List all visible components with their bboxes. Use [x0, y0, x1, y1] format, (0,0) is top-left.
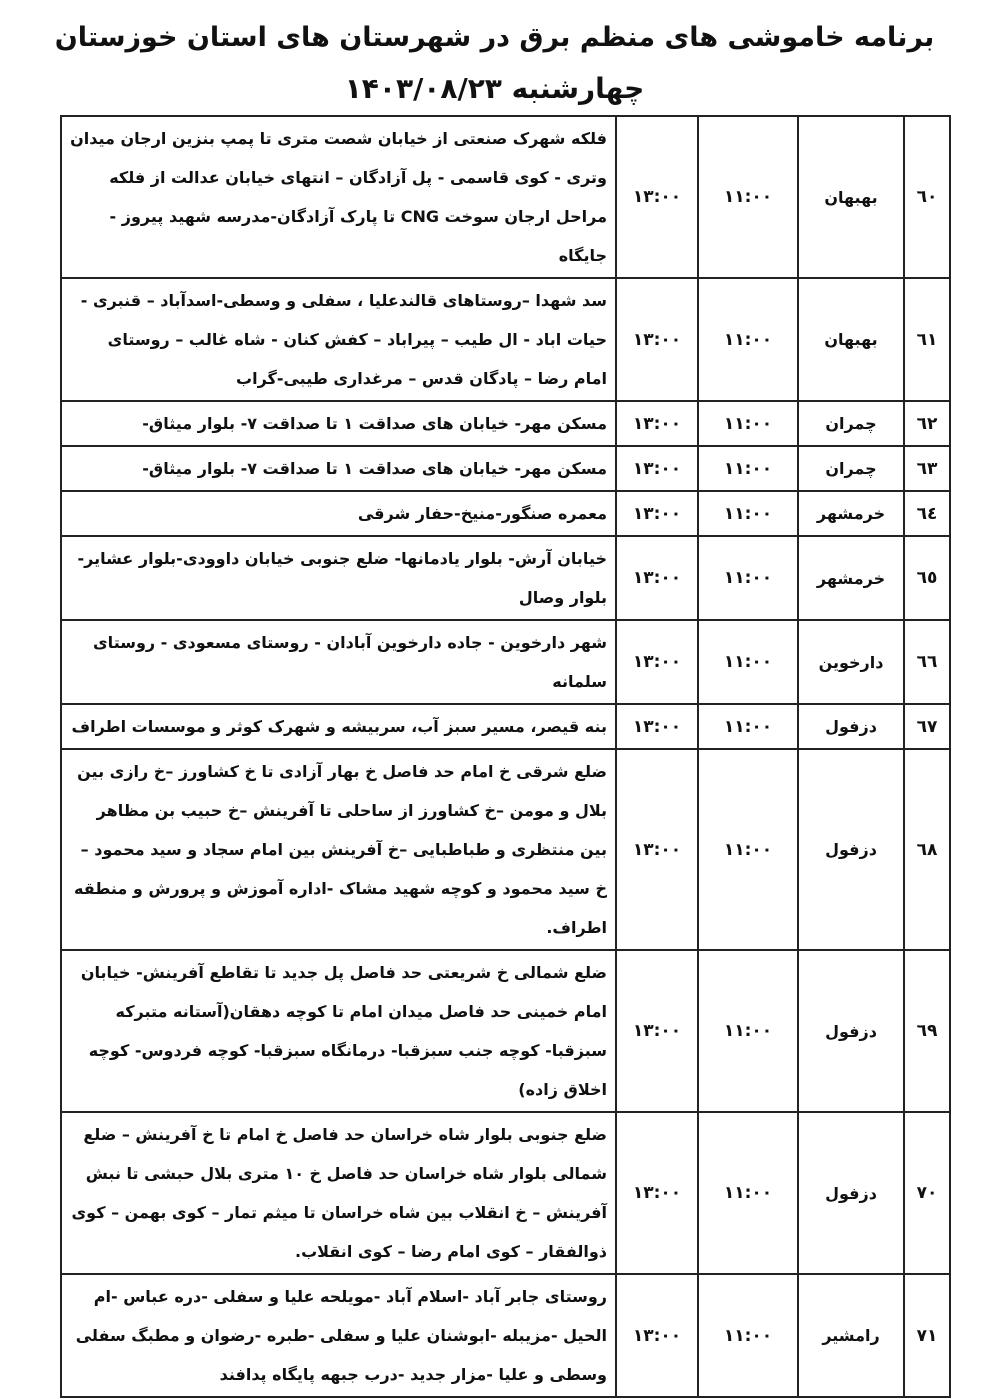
document-title: برنامه خاموشی های منظم برق در شهرستان ها… [54, 22, 935, 53]
city-name: دزفول [797, 703, 905, 750]
row-number: ٦٤ [903, 490, 951, 537]
document-date: چهارشنبه ۱۴۰۳/۰۸/۲۳ [344, 72, 645, 105]
outage-schedule-table: ٦٠ بهبهان ۱۱:۰۰ ۱۳:۰۰ فلکه شهرک صنعتی از خیا… [60, 115, 951, 1398]
row-number: ٦٣ [903, 445, 951, 492]
end-time: ۱۳:۰۰ [615, 535, 699, 621]
end-time: ۱۳:۰۰ [615, 445, 699, 492]
start-time: ۱۱:۰۰ [697, 535, 799, 621]
city-name: دزفول [797, 949, 905, 1113]
start-time: ۱۱:۰۰ [697, 949, 799, 1113]
row-number: ٧١ [903, 1273, 951, 1398]
city-name: خرمشهر [797, 490, 905, 537]
affected-areas: معمره صنگور-منیخ-حفار شرقی [60, 490, 617, 537]
city-name: دزفول [797, 748, 905, 951]
city-name: رامشیر [797, 1273, 905, 1398]
start-time: ۱۱:۰۰ [697, 703, 799, 750]
end-time: ۱۳:۰۰ [615, 115, 699, 279]
table-row: ٦٠ بهبهان ۱۱:۰۰ ۱۳:۰۰ فلکه شهرک صنعتی از خیا… [60, 115, 951, 279]
end-time: ۱۳:۰۰ [615, 703, 699, 750]
table-row: ٦٨ دزفول ۱۱:۰۰ ۱۳:۰۰ ضلع شرقی خ امام حد فاصل… [60, 748, 951, 951]
start-time: ۱۱:۰۰ [697, 445, 799, 492]
affected-areas: مسکن مهر- خیابان های صداقت ۱ تا صداقت ۷-… [60, 445, 617, 492]
city-name: چمران [797, 400, 905, 447]
table-row: ٦٤ خرمشهر ۱۱:۰۰ ۱۳:۰۰ معمره صنگور-منیخ-حفار … [60, 490, 951, 537]
table-row: ٦٢ چمران ۱۱:۰۰ ۱۳:۰۰ مسکن مهر- خیابان های صد… [60, 400, 951, 447]
table-row: ٧٠ دزفول ۱۱:۰۰ ۱۳:۰۰ ضلع جنوبی بلوار شاه خرا… [60, 1111, 951, 1275]
city-name: دارخوین [797, 619, 905, 705]
end-time: ۱۳:۰۰ [615, 277, 699, 402]
start-time: ۱۱:۰۰ [697, 277, 799, 402]
row-number: ٦٠ [903, 115, 951, 279]
city-name: خرمشهر [797, 535, 905, 621]
affected-areas: ضلع جنوبی بلوار شاه خراسان حد فاصل خ اما… [60, 1111, 617, 1275]
table-row: ٦٥ خرمشهر ۱۱:۰۰ ۱۳:۰۰ خیابان آرش- بلوار یادم… [60, 535, 951, 621]
end-time: ۱۳:۰۰ [615, 490, 699, 537]
affected-areas: ضلع شمالی خ شریعتی حد فاصل پل جدید تا تق… [60, 949, 617, 1113]
start-time: ۱۱:۰۰ [697, 115, 799, 279]
city-name: بهبهان [797, 115, 905, 279]
start-time: ۱۱:۰۰ [697, 1111, 799, 1275]
start-time: ۱۱:۰۰ [697, 400, 799, 447]
city-name: دزفول [797, 1111, 905, 1275]
affected-areas: شهر دارخوین - جاده دارخوین آبادان - روست… [60, 619, 617, 705]
end-time: ۱۳:۰۰ [615, 1111, 699, 1275]
affected-areas: فلکه شهرک صنعتی از خیابان شصت متری تا پم… [60, 115, 617, 279]
table-row: ٦٧ دزفول ۱۱:۰۰ ۱۳:۰۰ بنه قیصر، مسیر سبز آب، … [60, 703, 951, 750]
row-number: ٦٩ [903, 949, 951, 1113]
row-number: ٧٠ [903, 1111, 951, 1275]
row-number: ٦٧ [903, 703, 951, 750]
start-time: ۱۱:۰۰ [697, 619, 799, 705]
row-number: ٦٨ [903, 748, 951, 951]
start-time: ۱۱:۰۰ [697, 1273, 799, 1398]
row-number: ٦٦ [903, 619, 951, 705]
affected-areas: روستای جابر آباد -اسلام آباد -مویلحه علی… [60, 1273, 617, 1398]
affected-areas: مسکن مهر- خیابان های صداقت ۱ تا صداقت ۷-… [60, 400, 617, 447]
start-time: ۱۱:۰۰ [697, 490, 799, 537]
affected-areas: ضلع شرقی خ امام حد فاصل خ بهار آزادی تا … [60, 748, 617, 951]
city-name: چمران [797, 445, 905, 492]
affected-areas: بنه قیصر، مسیر سبز آب، سربیشه و شهرک کوث… [60, 703, 617, 750]
row-number: ٦٢ [903, 400, 951, 447]
row-number: ٦٥ [903, 535, 951, 621]
start-time: ۱۱:۰۰ [697, 748, 799, 951]
table-row: ٦١ بهبهان ۱۱:۰۰ ۱۳:۰۰ سد شهدا –روستاهای قالن… [60, 277, 951, 402]
end-time: ۱۳:۰۰ [615, 748, 699, 951]
row-number: ٦١ [903, 277, 951, 402]
end-time: ۱۳:۰۰ [615, 949, 699, 1113]
city-name: بهبهان [797, 277, 905, 402]
end-time: ۱۳:۰۰ [615, 400, 699, 447]
affected-areas: سد شهدا –روستاهای قالندعلیا ، سفلی و وسط… [60, 277, 617, 402]
table-row: ٦٦ دارخوین ۱۱:۰۰ ۱۳:۰۰ شهر دارخوین - جاده دا… [60, 619, 951, 705]
end-time: ۱۳:۰۰ [615, 1273, 699, 1398]
end-time: ۱۳:۰۰ [615, 619, 699, 705]
table-row: ٦٩ دزفول ۱۱:۰۰ ۱۳:۰۰ ضلع شمالی خ شریعتی حد ف… [60, 949, 951, 1113]
table-row: ٧١ رامشیر ۱۱:۰۰ ۱۳:۰۰ روستای جابر آباد -اسلا… [60, 1273, 951, 1398]
table-row: ٦٣ چمران ۱۱:۰۰ ۱۳:۰۰ مسکن مهر- خیابان های صد… [60, 445, 951, 492]
affected-areas: خیابان آرش- بلوار یادمانها- ضلع جنوبی خی… [60, 535, 617, 621]
